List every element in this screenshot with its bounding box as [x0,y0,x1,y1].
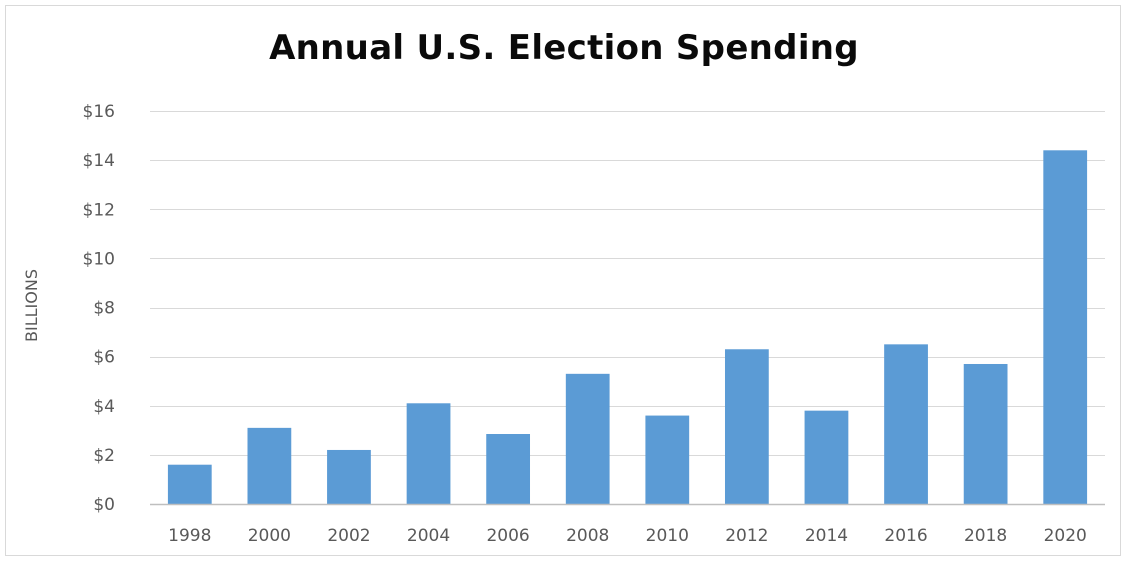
bar-1998 [167,464,212,504]
chart-frame [5,5,1121,556]
bar-2000 [247,427,292,504]
x-tick-label: 2004 [407,526,450,546]
chart-title: Annual U.S. Election Spending [269,28,859,68]
x-tick-label: 2020 [1044,526,1087,546]
y-tick-label: $4 [93,397,115,417]
y-tick-label: $0 [93,495,115,515]
x-tick-label: 2010 [646,526,689,546]
tick-labels: $0 $2 $4 $6 $8 $10 $12 $14 $16 1998 2000 2002 2004 20… [83,102,1087,546]
x-tick-label: 2008 [566,526,609,546]
gridlines [150,111,1105,456]
x-tick-label: 2012 [725,526,768,546]
x-tick-label: 2002 [327,526,370,546]
y-tick-label: $14 [83,151,115,171]
bar-2018 [963,363,1008,504]
bar-2012 [724,349,769,504]
bars [167,150,1088,505]
bar-2004 [406,403,451,504]
y-axis-title: BILLIONS [22,269,41,342]
y-tick-label: $16 [83,102,115,122]
bar-2020 [1043,150,1088,505]
bar-2006 [486,434,531,504]
x-tick-label: 2018 [964,526,1007,546]
y-tick-label: $12 [83,200,115,220]
bar-2008 [565,373,610,504]
bar-2014 [804,410,849,504]
y-tick-label: $2 [93,446,115,466]
x-tick-label: 2006 [486,526,529,546]
bar-2016 [884,344,928,504]
x-tick-label: 2000 [248,526,291,546]
y-tick-label: $8 [93,299,115,319]
x-tick-label: 2016 [884,526,927,546]
bar-2010 [645,415,690,504]
y-tick-label: $6 [93,348,115,368]
y-tick-label: $10 [83,249,115,269]
x-tick-label: 1998 [168,526,211,546]
bar-2002 [327,449,371,504]
x-tick-label: 2014 [805,526,848,546]
